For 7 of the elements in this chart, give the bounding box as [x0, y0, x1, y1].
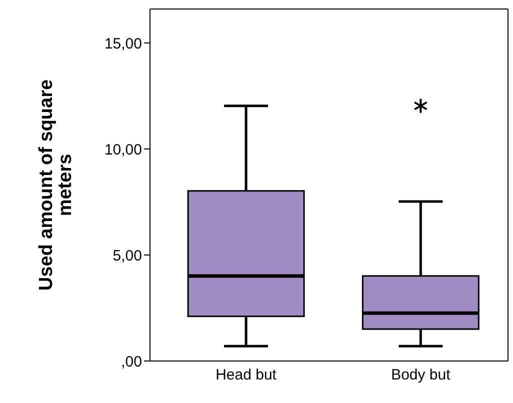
x-tick-label: Body but [391, 366, 452, 384]
y-tick-label: 15,00 [104, 35, 142, 52]
x-tick-label: Head but [216, 366, 278, 384]
y-axis-title: Used amount of square meters [36, 79, 76, 291]
y-tick-label: 5,00 [112, 247, 142, 264]
y-tick-label: ,00 [121, 353, 142, 370]
y-tick-label: 10,00 [104, 141, 142, 158]
